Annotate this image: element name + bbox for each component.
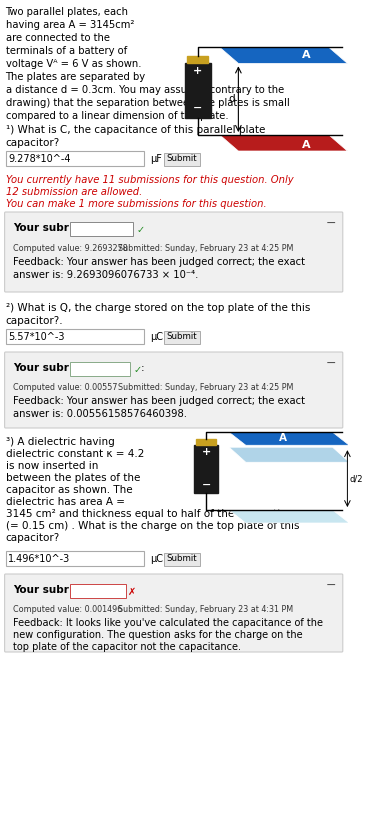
Bar	[70, 222, 133, 236]
Text: 5.57*10^-3: 5.57*10^-3	[8, 332, 65, 342]
Text: −: −	[326, 217, 336, 230]
Text: dielectric constant κ = 4.2: dielectric constant κ = 4.2	[6, 449, 144, 459]
Text: having area A = 3145cm²: having area A = 3145cm²	[6, 20, 134, 30]
Bar	[196, 439, 216, 445]
Text: ³) A dielectric having: ³) A dielectric having	[6, 437, 114, 447]
Bar	[6, 551, 144, 566]
Text: 3145 cm² and thickness equal to half of the separation: 3145 cm² and thickness equal to half of …	[6, 509, 293, 519]
Text: a distance d = 0.3cm. You may assume (contrary to the: a distance d = 0.3cm. You may assume (co…	[6, 85, 284, 95]
Text: voltage Vᴬ = 6 V as shown.: voltage Vᴬ = 6 V as shown.	[6, 59, 141, 69]
Bar	[70, 362, 130, 376]
Text: d: d	[228, 94, 234, 104]
Text: capacitor?: capacitor?	[6, 138, 60, 148]
Text: top plate of the capacitor not the capacitance.: top plate of the capacitor not the capac…	[13, 642, 241, 652]
Text: compared to a linear dimension of the plate.: compared to a linear dimension of the pl…	[6, 111, 228, 121]
Text: capacitor?.: capacitor?.	[6, 316, 63, 326]
Bar	[164, 331, 199, 344]
Text: terminals of a battery of: terminals of a battery of	[6, 46, 127, 56]
Text: are connected to the: are connected to the	[6, 33, 110, 43]
Text: d/2: d/2	[349, 474, 363, 483]
Text: You currently have 11 submissions for this question. Only: You currently have 11 submissions for th…	[6, 175, 293, 185]
Polygon shape	[220, 135, 347, 151]
Text: Your subr: Your subr	[13, 223, 69, 233]
Text: Computed value: 9.2693278: Computed value: 9.2693278	[13, 244, 128, 253]
Text: ✗: ✗	[127, 587, 136, 597]
Text: answer is: 0.00556158576460398.: answer is: 0.00556158576460398.	[13, 409, 187, 419]
FancyBboxPatch shape	[5, 352, 343, 428]
Text: You can make 1 more submissions for this question.: You can make 1 more submissions for this…	[6, 199, 266, 209]
Text: μF: μF	[150, 154, 162, 164]
Polygon shape	[220, 47, 347, 64]
Polygon shape	[229, 510, 349, 523]
Text: between the plates of the: between the plates of the	[6, 473, 140, 483]
Text: Submit: Submit	[166, 554, 197, 563]
Text: 5.57*10⁻³: 5.57*10⁻³	[72, 364, 116, 373]
Text: capacitor as shown. The: capacitor as shown. The	[6, 485, 132, 495]
Text: Submitted: Sunday, February 23 at 4:25 PM: Submitted: Sunday, February 23 at 4:25 P…	[118, 244, 294, 253]
Text: Computed value: 0.00557: Computed value: 0.00557	[13, 383, 117, 392]
Text: A: A	[302, 140, 310, 150]
Text: Submit: Submit	[166, 332, 197, 341]
Text: drawing) that the separation between the plates is small: drawing) that the separation between the…	[6, 98, 289, 108]
Text: ✓: ✓	[133, 365, 141, 375]
Bar	[164, 153, 199, 166]
FancyBboxPatch shape	[5, 212, 343, 292]
Text: +: +	[193, 66, 202, 76]
Text: +: +	[201, 447, 211, 457]
Text: μC: μC	[150, 332, 163, 342]
Text: 9.278*10^-4: 9.278*10^-4	[8, 154, 71, 164]
Text: :: :	[141, 363, 144, 373]
Text: ²) What is Q, the charge stored on the top plate of the this: ²) What is Q, the charge stored on the t…	[6, 303, 310, 313]
Polygon shape	[229, 432, 349, 446]
Text: Two parallel plates, each: Two parallel plates, each	[6, 7, 129, 17]
Text: (= 0.15 cm) . What is the charge on the top plate of this: (= 0.15 cm) . What is the charge on the …	[6, 521, 299, 531]
Bar	[185, 63, 211, 118]
Text: capacitor?: capacitor?	[6, 533, 60, 543]
Text: A: A	[279, 433, 287, 443]
Text: Feedback: Your answer has been judged correct; the exact: Feedback: Your answer has been judged co…	[13, 396, 305, 406]
Text: Submitted: Sunday, February 23 at 4:25 PM: Submitted: Sunday, February 23 at 4:25 P…	[118, 383, 294, 392]
Bar	[6, 151, 144, 166]
Bar	[164, 553, 199, 566]
Text: ✓: ✓	[137, 225, 145, 235]
Text: Your subr: Your subr	[13, 585, 69, 595]
Text: Feedback: It looks like you've calculated the capacitance of the: Feedback: It looks like you've calculate…	[13, 618, 323, 628]
Text: A: A	[302, 50, 310, 60]
Polygon shape	[229, 447, 349, 462]
Text: 12 submission are allowed.: 12 submission are allowed.	[6, 187, 142, 197]
Text: Submitted: Sunday, February 23 at 4:31 PM: Submitted: Sunday, February 23 at 4:31 P…	[118, 605, 293, 614]
Text: answer is: 9.2693096076733 × 10⁻⁴.: answer is: 9.2693096076733 × 10⁻⁴.	[13, 270, 198, 280]
Text: is now inserted in: is now inserted in	[6, 461, 98, 471]
Text: dielectric has area A =: dielectric has area A =	[6, 497, 124, 507]
Text: Computed value: 0.001496: Computed value: 0.001496	[13, 605, 122, 614]
Text: 0.001496: 0.001496	[72, 586, 115, 595]
Bar	[70, 584, 126, 598]
Text: μC: μC	[150, 554, 163, 564]
Text: −: −	[193, 103, 202, 113]
Bar	[194, 445, 218, 493]
Text: −: −	[201, 479, 211, 489]
Text: Submit: Submit	[166, 154, 197, 163]
Text: The plates are separated by: The plates are separated by	[6, 72, 146, 82]
Bar	[6, 329, 144, 344]
Text: new configuration. The question asks for the charge on the: new configuration. The question asks for…	[13, 630, 303, 640]
Text: 9.278*10⁻⁴: 9.278*10⁻⁴	[72, 224, 122, 233]
Text: Feedback: Your answer has been judged correct; the exact: Feedback: Your answer has been judged co…	[13, 257, 305, 267]
Text: −: −	[326, 579, 336, 592]
Text: ¹) What is C, the capacitance of this parallel plate: ¹) What is C, the capacitance of this pa…	[6, 125, 265, 135]
Text: 1.496*10^-3: 1.496*10^-3	[8, 554, 70, 564]
Bar	[187, 56, 208, 63]
Text: Your subr: Your subr	[13, 363, 69, 373]
Text: −: −	[326, 357, 336, 370]
FancyBboxPatch shape	[5, 574, 343, 652]
